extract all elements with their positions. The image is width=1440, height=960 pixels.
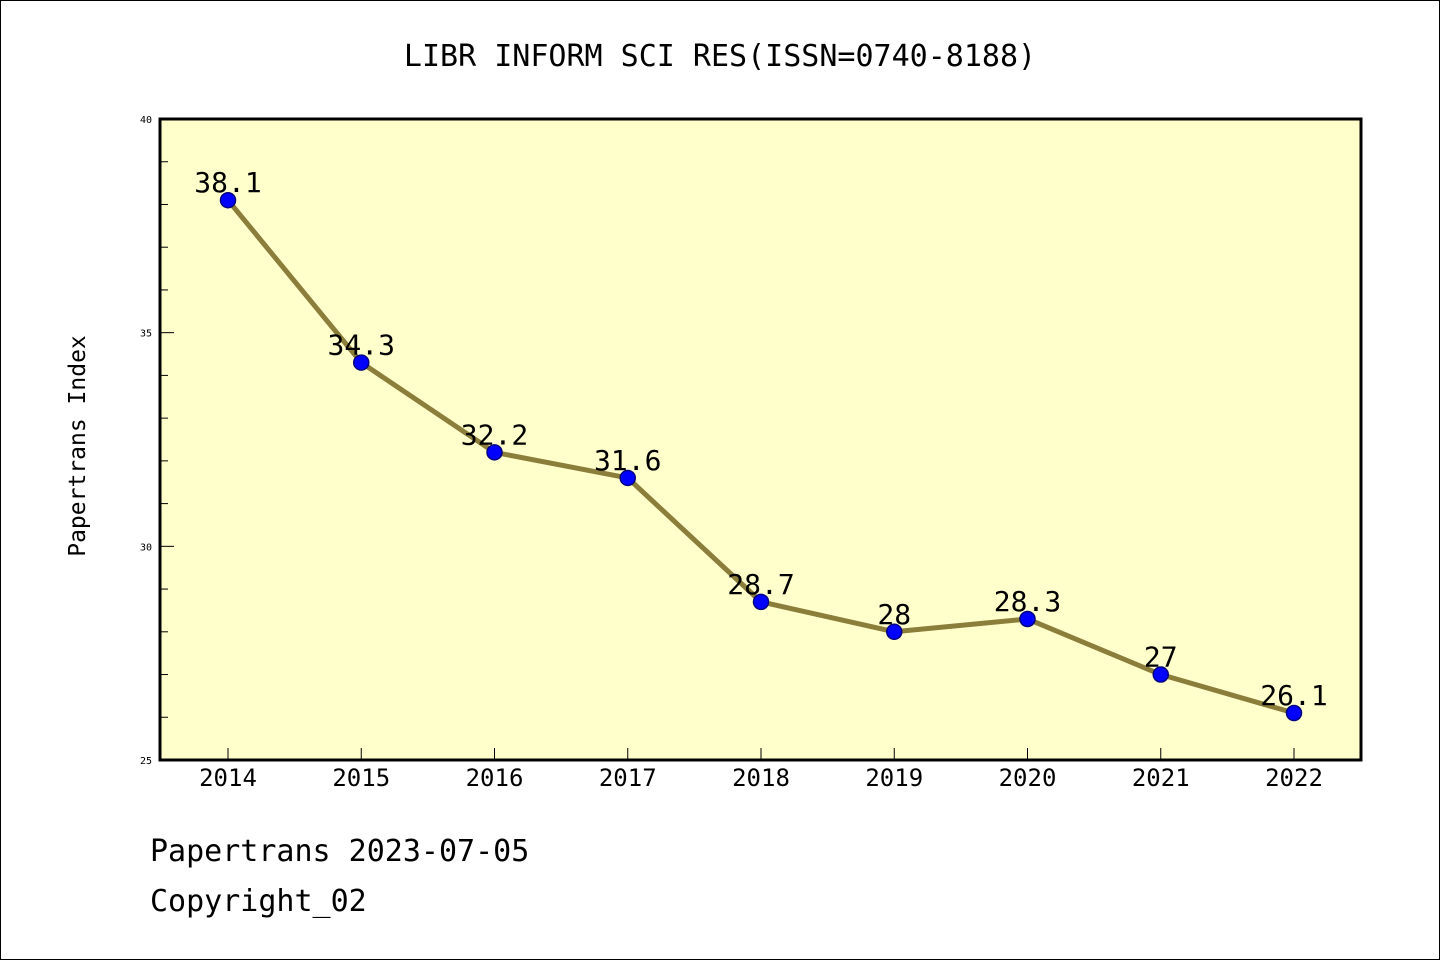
footer-copyright: Copyright_02: [150, 884, 367, 919]
data-point-marker: [886, 623, 903, 641]
x-tick-label: 2020: [999, 764, 1057, 792]
y-tick-label: 40: [140, 115, 152, 126]
footer-source-date: Papertrans 2023-07-05: [150, 834, 530, 869]
x-tick-label: 2017: [599, 764, 657, 792]
chart-title: LIBR INFORM SCI RES(ISSN=0740-8188): [404, 39, 1036, 74]
x-tick-label: 2022: [1265, 764, 1323, 792]
data-label: 31.6: [594, 444, 661, 477]
series-group: 38.1 34.3 32.2 31.6 28.7 28 28.3 27 26.1: [194, 166, 1328, 722]
data-point-marker: [486, 444, 503, 461]
plot-area: [158, 117, 1363, 762]
x-tick-label: 2018: [732, 764, 790, 792]
data-label: 38.1: [194, 166, 261, 199]
x-axis: 2014 2015 2016 2017 2018 2019 2020 2021 2022: [199, 748, 1323, 792]
data-label: 28: [877, 598, 911, 631]
data-label: 28.3: [994, 585, 1061, 618]
data-label: 28.7: [727, 568, 794, 601]
x-tick-label: 2014: [199, 764, 257, 792]
data-point-marker: [1285, 704, 1303, 722]
y-tick-label: 30: [140, 542, 152, 553]
data-point-marker: [353, 354, 370, 371]
x-tick-label: 2021: [1132, 764, 1190, 792]
data-point-marker: [752, 593, 770, 611]
y-tick-label: 25: [140, 756, 152, 767]
data-label: 27: [1144, 641, 1178, 674]
x-tick-label: 2019: [865, 764, 923, 792]
data-point-marker: [219, 191, 237, 209]
x-tick-label: 2016: [466, 764, 524, 792]
data-point-marker: [1152, 666, 1169, 683]
y-axis-label: Papertrans Index: [65, 335, 91, 557]
data-label: 32.2: [461, 418, 528, 451]
data-point-marker: [1019, 610, 1036, 628]
x-tick-label: 2015: [332, 764, 390, 792]
data-point-marker: [619, 469, 636, 487]
data-label: 34.3: [328, 329, 395, 362]
data-label: 26.1: [1260, 679, 1327, 712]
y-axis: 25 30 35 40: [140, 115, 174, 767]
y-tick-label: 35: [140, 329, 152, 340]
